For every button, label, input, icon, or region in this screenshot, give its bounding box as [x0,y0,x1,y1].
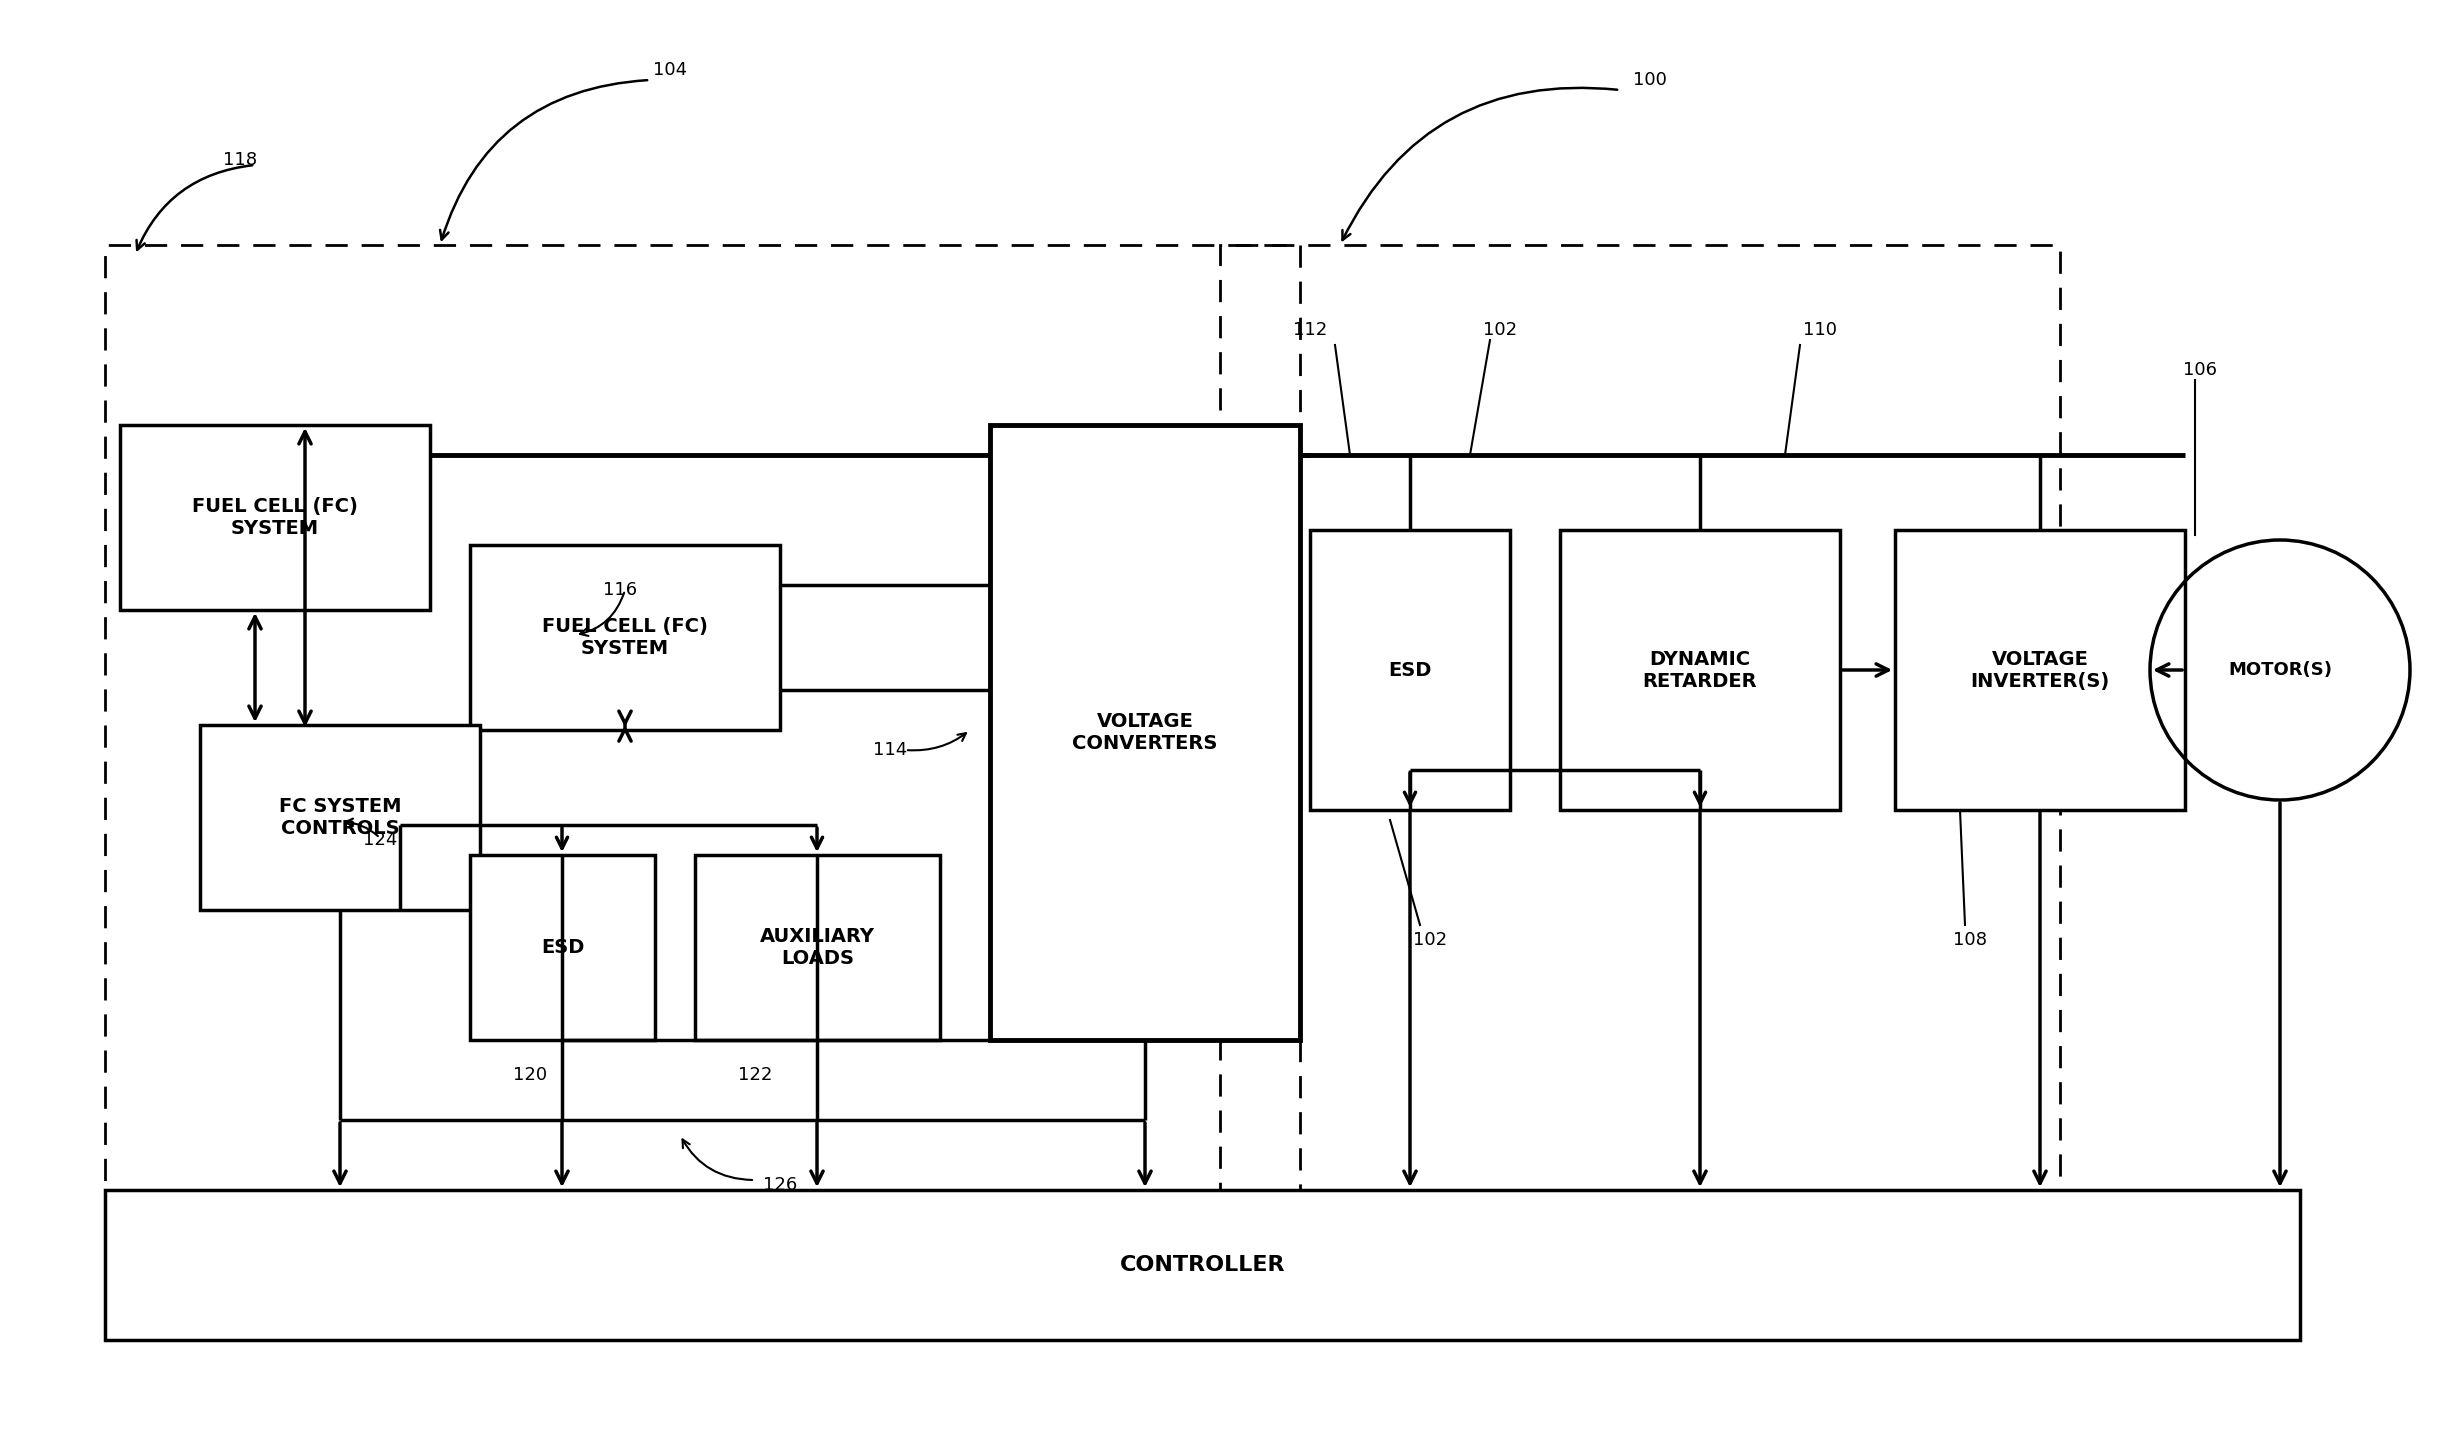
Text: ESD: ESD [541,938,585,957]
Text: 120: 120 [512,1065,546,1084]
Bar [1560,531,1840,809]
Text: 116: 116 [602,581,636,599]
Text: FUEL CELL (FC)
SYSTEM: FUEL CELL (FC) SYSTEM [541,616,707,658]
Text: 112: 112 [1294,320,1328,339]
Bar [105,1190,2301,1340]
Text: 104: 104 [653,61,687,79]
Bar [105,245,1299,1276]
Text: 118: 118 [222,152,256,169]
Text: 100: 100 [1633,72,1667,89]
Text: AUXILIARY
LOADS: AUXILIARY LOADS [760,927,875,968]
Text: CONTROLLER: CONTROLLER [1119,1256,1284,1276]
Text: 122: 122 [738,1065,773,1084]
Text: DYNAMIC
RETARDER: DYNAMIC RETARDER [1643,649,1757,691]
Bar [200,725,480,909]
Text: 110: 110 [1803,320,1837,339]
Bar [989,425,1299,1040]
Text: VOLTAGE
INVERTER(S): VOLTAGE INVERTER(S) [1972,649,2110,691]
Text: FC SYSTEM
CONTROLS: FC SYSTEM CONTROLS [278,797,402,838]
Text: VOLTAGE
CONVERTERS: VOLTAGE CONVERTERS [1072,712,1218,754]
Text: FUEL CELL (FC)
SYSTEM: FUEL CELL (FC) SYSTEM [193,498,358,538]
Bar [470,545,780,729]
Bar [1221,245,2059,1276]
Bar [470,855,656,1040]
Text: 114: 114 [872,741,907,759]
Text: 108: 108 [1952,931,1986,950]
Bar [1896,531,2186,809]
Text: 126: 126 [763,1175,797,1194]
Bar [695,855,941,1040]
Text: 102: 102 [1413,931,1448,950]
Text: 124: 124 [363,831,397,849]
Text: MOTOR(S): MOTOR(S) [2227,661,2332,679]
Text: ESD: ESD [1389,661,1431,679]
Bar [119,425,429,611]
Text: 106: 106 [2184,360,2218,379]
Text: 102: 102 [1484,320,1518,339]
Bar [1311,531,1511,809]
